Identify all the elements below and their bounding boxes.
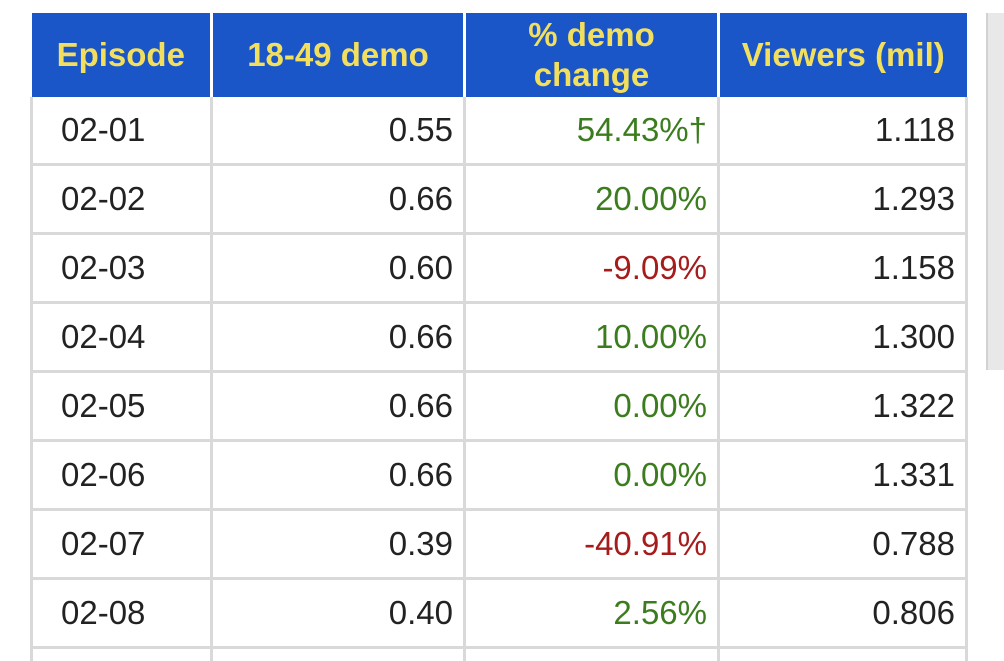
cell-demo-change: 20.00% bbox=[464, 164, 720, 235]
table-row: 02-03 0.60 -9.09% 1.158 bbox=[30, 233, 968, 304]
cell-episode: 02-06 bbox=[30, 440, 213, 511]
scrollbar[interactable] bbox=[986, 13, 1004, 370]
cell-demo: 0.39 bbox=[211, 509, 466, 580]
cell-demo-change: 10.00% bbox=[464, 302, 720, 373]
cell-partial bbox=[464, 647, 720, 661]
cell-demo-change: 54.43%† bbox=[464, 97, 720, 166]
cell-demo: 0.66 bbox=[211, 371, 466, 442]
cell-demo-change: 0.00% bbox=[464, 371, 720, 442]
cell-episode: 02-05 bbox=[30, 371, 213, 442]
table-header: Episode 18-49 demo % demo change Viewers… bbox=[31, 13, 967, 97]
cell-demo: 0.66 bbox=[211, 164, 466, 235]
table-row: 02-07 0.39 -40.91% 0.788 bbox=[30, 509, 968, 580]
table-row: 02-04 0.66 10.00% 1.300 bbox=[30, 302, 968, 373]
cell-demo: 0.40 bbox=[211, 578, 466, 649]
table-row: 02-01 0.55 54.43%† 1.118 bbox=[30, 97, 968, 166]
cell-partial bbox=[718, 647, 968, 661]
table-row: 02-08 0.40 2.56% 0.806 bbox=[30, 578, 968, 649]
cell-partial bbox=[211, 647, 466, 661]
header-demo-change[interactable]: % demo change bbox=[464, 13, 720, 97]
header-row: Episode 18-49 demo % demo change Viewers… bbox=[31, 13, 967, 97]
ratings-table: Episode 18-49 demo % demo change Viewers… bbox=[30, 13, 968, 661]
cell-episode: 02-08 bbox=[30, 578, 213, 649]
cell-viewers: 1.322 bbox=[718, 371, 968, 442]
header-demo[interactable]: 18-49 demo bbox=[211, 13, 466, 97]
cell-viewers: 1.118 bbox=[718, 97, 968, 166]
table-row: 02-06 0.66 0.00% 1.331 bbox=[30, 440, 968, 511]
cell-episode: 02-03 bbox=[30, 233, 213, 304]
cell-episode: 02-02 bbox=[30, 164, 213, 235]
cell-episode: 02-04 bbox=[30, 302, 213, 373]
cell-demo-change: 2.56% bbox=[464, 578, 720, 649]
cell-episode: 02-01 bbox=[30, 97, 213, 166]
cell-viewers: 1.293 bbox=[718, 164, 968, 235]
cell-demo-change: -9.09% bbox=[464, 233, 720, 304]
cell-demo: 0.66 bbox=[211, 440, 466, 511]
cell-viewers: 1.158 bbox=[718, 233, 968, 304]
table-row-partial bbox=[30, 647, 968, 661]
cell-demo: 0.60 bbox=[211, 233, 466, 304]
table-row: 02-05 0.66 0.00% 1.322 bbox=[30, 371, 968, 442]
cell-viewers: 1.331 bbox=[718, 440, 968, 511]
header-viewers[interactable]: Viewers (mil) bbox=[718, 13, 967, 97]
cell-viewers: 0.788 bbox=[718, 509, 968, 580]
cell-viewers: 1.300 bbox=[718, 302, 968, 373]
cell-demo-change: 0.00% bbox=[464, 440, 720, 511]
cell-demo: 0.55 bbox=[211, 97, 466, 166]
cell-partial bbox=[30, 647, 213, 661]
table-body: 02-01 0.55 54.43%† 1.118 02-02 0.66 20.00% 1.29… bbox=[30, 97, 968, 661]
table-row: 02-02 0.66 20.00% 1.293 bbox=[30, 164, 968, 235]
cell-demo-change: -40.91% bbox=[464, 509, 720, 580]
header-episode[interactable]: Episode bbox=[31, 13, 213, 97]
cell-viewers: 0.806 bbox=[718, 578, 968, 649]
cell-demo: 0.66 bbox=[211, 302, 466, 373]
cell-episode: 02-07 bbox=[30, 509, 213, 580]
